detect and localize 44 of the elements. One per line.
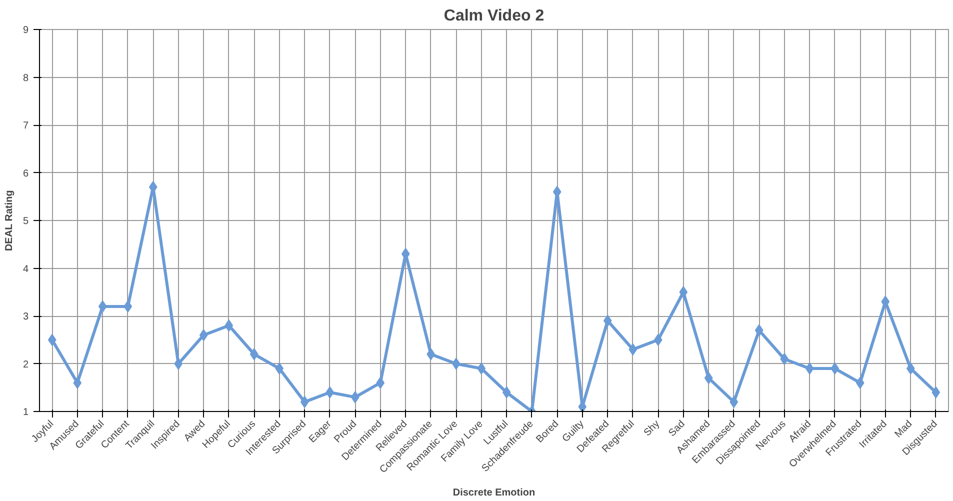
y-tick-label: 2 <box>22 359 29 370</box>
point <box>881 296 890 308</box>
point <box>376 376 385 389</box>
point <box>704 372 713 384</box>
point <box>124 300 132 312</box>
y-tick-label: 1 <box>22 407 29 418</box>
point <box>856 376 864 389</box>
point <box>174 358 183 370</box>
point <box>199 329 208 342</box>
point <box>477 362 486 375</box>
point <box>300 396 309 408</box>
y-tick-label: 8 <box>22 72 29 84</box>
point <box>679 286 688 298</box>
point <box>350 391 360 404</box>
point <box>275 362 284 375</box>
y-tick-label: 4 <box>22 264 29 275</box>
y-tick-label: 3 <box>22 312 29 322</box>
point <box>48 334 56 346</box>
chart-title: Calm Video 2 <box>444 8 544 24</box>
x-tick-label: Shy <box>642 418 662 439</box>
y-tick-label: 7 <box>22 120 29 132</box>
point <box>326 386 334 398</box>
point <box>224 320 234 332</box>
point <box>628 343 638 356</box>
point <box>805 362 814 375</box>
point <box>603 314 612 327</box>
point <box>250 348 258 360</box>
point <box>502 386 511 398</box>
point <box>98 300 107 312</box>
y-tick-label: 9 <box>22 25 29 36</box>
point <box>654 334 662 346</box>
x-axis-title: Discrete Emotion <box>452 487 536 498</box>
y-axis-title: DEAL Rating <box>4 190 15 252</box>
point <box>780 352 789 365</box>
point <box>906 362 915 375</box>
point <box>452 358 460 370</box>
point <box>73 376 82 389</box>
point <box>754 324 764 336</box>
point <box>830 362 840 375</box>
y-tick-label: 6 <box>22 168 29 180</box>
point <box>932 386 940 398</box>
point <box>730 396 738 408</box>
y-tick-label: 5 <box>22 216 29 227</box>
point <box>426 348 436 360</box>
